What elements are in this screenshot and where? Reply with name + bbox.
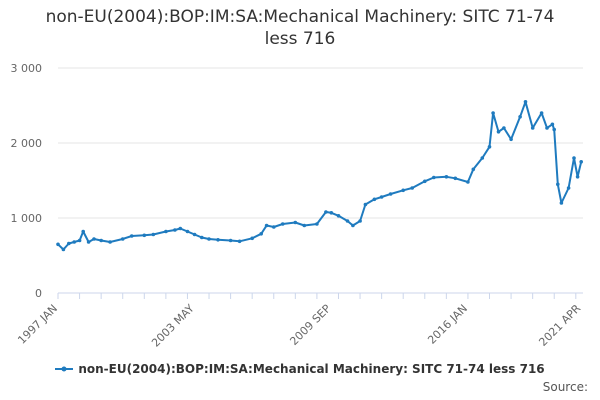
data-point bbox=[363, 202, 368, 207]
data-point bbox=[108, 240, 112, 244]
data-point bbox=[72, 240, 76, 244]
legend[interactable]: non-EU(2004):BOP:IM:SA:Mechanical Machin… bbox=[0, 362, 600, 376]
chart-title: non-EU(2004):BOP:IM:SA:Mechanical Machin… bbox=[0, 6, 600, 50]
data-point bbox=[487, 145, 492, 149]
data-point bbox=[237, 239, 242, 244]
data-point bbox=[545, 126, 549, 130]
data-point bbox=[559, 201, 564, 205]
data-point bbox=[216, 238, 220, 242]
data-point bbox=[315, 222, 319, 226]
data-point bbox=[293, 220, 298, 225]
data-point bbox=[272, 225, 276, 229]
data-point bbox=[556, 182, 560, 187]
data-point bbox=[432, 175, 436, 180]
axis-layer: 0 1 000 2 000 3 000 1997 JAN 2003 MAY 2009 SEP… bbox=[11, 62, 584, 350]
data-point bbox=[471, 167, 476, 172]
data-point bbox=[566, 186, 571, 190]
data-point bbox=[575, 175, 580, 179]
data-point bbox=[173, 228, 177, 232]
grid-layer bbox=[58, 67, 583, 219]
data-point bbox=[518, 115, 522, 119]
data-point bbox=[67, 241, 71, 246]
data-point bbox=[200, 235, 204, 240]
data-point bbox=[530, 126, 535, 130]
chart-title-line-1: non-EU(2004):BOP:IM:SA:Mechanical Machin… bbox=[45, 7, 555, 27]
data-point bbox=[142, 233, 147, 238]
data-point bbox=[572, 156, 576, 160]
data-point bbox=[351, 223, 355, 228]
chart-title-line-2: less 716 bbox=[264, 29, 336, 49]
data-point bbox=[388, 192, 393, 196]
source-label: Source: bbox=[542, 380, 588, 394]
x-tick-label: 2009 SEP bbox=[287, 302, 333, 348]
data-point bbox=[151, 232, 156, 237]
data-point bbox=[324, 210, 328, 214]
data-point bbox=[496, 130, 501, 134]
data-point bbox=[207, 237, 211, 241]
x-tick-label: 2003 MAY bbox=[149, 302, 197, 350]
data-point bbox=[509, 137, 513, 142]
data-point bbox=[372, 197, 377, 202]
legend-series-swatch bbox=[55, 366, 74, 372]
data-point bbox=[410, 186, 415, 190]
data-point bbox=[552, 127, 556, 132]
y-tick-label: 2 000 bbox=[11, 137, 43, 150]
data-point bbox=[56, 242, 60, 247]
data-point bbox=[502, 126, 506, 130]
data-point bbox=[192, 232, 197, 237]
data-point bbox=[302, 223, 307, 228]
legend-series-label: non-EU(2004):BOP:IM:SA:Mechanical Machin… bbox=[78, 362, 545, 376]
y-tick-label: 1 000 bbox=[11, 212, 43, 225]
data-point bbox=[61, 247, 66, 252]
y-tick-label: 3 000 bbox=[11, 62, 43, 75]
data-point bbox=[358, 219, 362, 223]
series-line bbox=[57, 100, 583, 251]
data-point bbox=[185, 229, 190, 234]
data-point bbox=[81, 229, 85, 234]
data-point bbox=[129, 234, 134, 238]
data-point bbox=[480, 156, 485, 160]
data-point bbox=[86, 240, 91, 244]
x-tick-label: 1997 JAN bbox=[15, 302, 60, 347]
y-tick-label: 0 bbox=[35, 287, 42, 300]
data-point bbox=[259, 232, 264, 236]
data-point bbox=[77, 238, 82, 243]
data-point bbox=[228, 238, 233, 243]
data-point bbox=[345, 219, 350, 223]
data-point bbox=[539, 111, 544, 115]
data-point bbox=[444, 175, 449, 179]
data-point bbox=[423, 179, 427, 184]
series-layer bbox=[56, 100, 583, 252]
data-point bbox=[120, 237, 125, 241]
data-point bbox=[92, 237, 96, 241]
data-point bbox=[379, 195, 384, 199]
x-tick-label: 2016 JAN bbox=[425, 302, 470, 347]
data-point bbox=[453, 176, 458, 181]
data-point bbox=[579, 160, 583, 164]
data-point bbox=[329, 211, 334, 215]
data-point bbox=[336, 214, 341, 218]
data-point bbox=[280, 222, 285, 226]
x-tick-label: 2021 APR bbox=[536, 302, 583, 349]
data-point bbox=[264, 223, 269, 228]
data-point bbox=[164, 229, 168, 234]
data-point bbox=[491, 111, 495, 115]
data-point bbox=[550, 122, 555, 127]
data-point bbox=[99, 238, 103, 243]
data-point bbox=[178, 226, 183, 231]
data-point bbox=[466, 180, 470, 184]
data-point bbox=[250, 236, 254, 241]
data-point bbox=[401, 188, 406, 193]
data-point bbox=[523, 100, 528, 104]
